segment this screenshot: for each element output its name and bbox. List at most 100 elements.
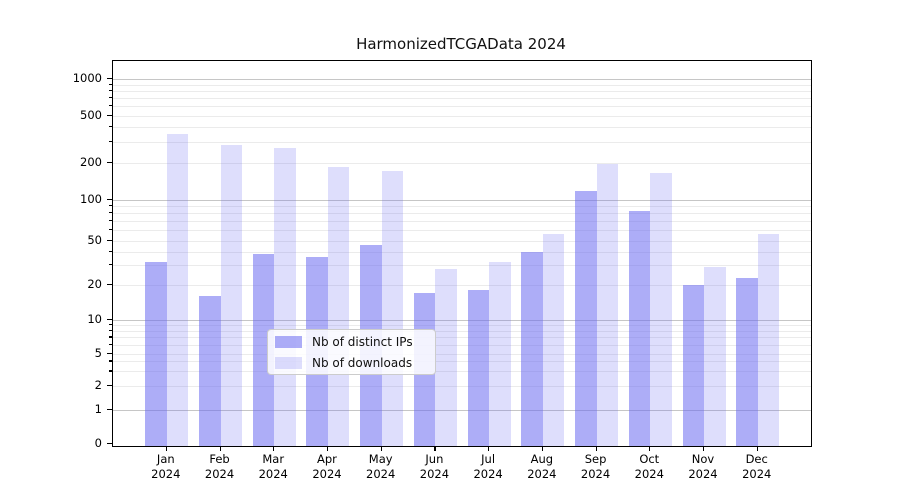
y-tick-mark — [107, 283, 112, 285]
gridline-minor — [113, 371, 811, 373]
y-minor-tick-mark — [109, 89, 112, 92]
y-minor-tick-mark — [109, 204, 112, 206]
bar-distinct-ips — [736, 277, 758, 446]
y-tick-label: 0 — [94, 436, 102, 450]
gridline-minor — [113, 205, 811, 207]
y-minor-tick-mark — [109, 336, 112, 338]
y-tick-mark — [107, 240, 112, 242]
bar-downloads — [596, 163, 619, 446]
bar-downloads — [327, 166, 350, 446]
bar-downloads — [757, 234, 780, 446]
bar-distinct-ips — [521, 251, 543, 446]
bar-distinct-ips — [575, 191, 597, 446]
x-tick-label: May 2024 — [366, 452, 396, 481]
y-minor-tick-mark — [109, 83, 112, 85]
bar-downloads — [435, 268, 457, 446]
bar-distinct-ips — [467, 289, 490, 446]
plot-area — [112, 60, 812, 447]
gridline-minor — [113, 385, 811, 387]
gridline-minor — [113, 84, 811, 86]
gridline-minor — [113, 115, 811, 117]
bar-downloads — [274, 148, 296, 446]
x-tick-label: Apr 2024 — [312, 452, 342, 481]
x-tick-label: Aug 2024 — [527, 452, 557, 481]
y-tick-label: 500 — [80, 107, 102, 122]
gridline-minor — [113, 141, 811, 143]
y-tick-mark — [107, 352, 112, 354]
x-tick-label: Feb 2024 — [204, 452, 235, 481]
y-tick-mark — [107, 78, 112, 80]
y-tick-mark — [107, 198, 112, 200]
x-tick-label: Jan 2024 — [151, 452, 181, 481]
x-tick-mark — [219, 446, 221, 452]
y-minor-tick-mark — [109, 125, 112, 128]
gridline-minor — [113, 105, 811, 107]
x-tick-mark — [380, 446, 382, 452]
bar-distinct-ips — [628, 211, 651, 446]
gridline-decade — [113, 79, 811, 81]
gridline-minor — [113, 330, 811, 332]
x-tick-mark — [703, 446, 705, 452]
bar-downloads — [542, 234, 565, 446]
y-tick-label: 5 — [94, 345, 102, 360]
y-minor-tick-mark — [109, 329, 112, 332]
bar-downloads — [489, 262, 511, 446]
x-tick-mark — [434, 446, 436, 452]
x-tick-label: Jul 2024 — [473, 452, 503, 481]
y-tick-label: 50 — [87, 233, 102, 247]
gridline-minor — [113, 212, 811, 214]
y-tick-mark — [107, 114, 112, 116]
y-tick-mark — [107, 408, 112, 410]
y-minor-tick-mark — [109, 324, 112, 326]
x-tick-label: Jun 2024 — [419, 452, 450, 481]
x-tick-mark — [326, 446, 329, 452]
y-minor-tick-mark — [109, 219, 112, 222]
gridline-minor — [113, 241, 811, 242]
y-tick-label: 1000 — [72, 71, 102, 86]
legend-label-distinct-ips: Nb of distinct IPs — [312, 334, 413, 349]
x-tick-label: Oct 2024 — [634, 452, 664, 481]
legend-swatch-distinct-ips — [275, 335, 302, 348]
bar-downloads — [166, 133, 189, 446]
legend-row-distinct-ips: Nb of distinct IPs — [268, 333, 435, 350]
bar-distinct-ips — [199, 295, 221, 446]
gridline-minor — [113, 337, 811, 339]
y-minor-tick-mark — [109, 211, 112, 214]
y-minor-tick-mark — [109, 104, 112, 107]
gridline-minor — [113, 97, 811, 99]
gridline-minor — [113, 353, 811, 355]
y-minor-tick-mark — [109, 370, 112, 372]
gridline-decade — [113, 320, 811, 321]
y-tick-mark — [107, 319, 112, 321]
x-tick-label: Mar 2024 — [258, 452, 288, 481]
bar-downloads — [381, 171, 404, 446]
gridline-minor — [113, 361, 811, 363]
y-tick-mark — [107, 443, 112, 445]
gridline-minor — [113, 220, 811, 222]
bar-downloads — [704, 266, 726, 446]
gridline-minor — [113, 325, 811, 327]
gridline-minor — [113, 126, 811, 128]
x-tick-label: Dec 2024 — [742, 452, 772, 481]
y-tick-label: 2 — [94, 377, 102, 392]
bar-downloads — [650, 172, 672, 446]
gridline-minor — [113, 251, 811, 253]
bar-downloads — [220, 145, 243, 446]
y-minor-tick-mark — [109, 140, 112, 142]
y-minor-tick-mark — [109, 264, 112, 266]
x-tick-mark — [488, 446, 490, 452]
bar-distinct-ips — [252, 254, 275, 446]
y-tick-label: 20 — [87, 276, 102, 291]
gridline-minor — [113, 90, 811, 92]
gridline-decade — [113, 409, 811, 411]
gridline-minor — [113, 265, 811, 267]
y-tick-label: 200 — [80, 154, 102, 169]
bar-distinct-ips — [682, 284, 704, 446]
gridline-minor — [113, 344, 811, 346]
y-tick-label: 10 — [87, 312, 102, 326]
x-tick-mark — [595, 446, 597, 452]
y-minor-tick-mark — [109, 250, 112, 252]
y-tick-label: 100 — [80, 191, 102, 206]
y-minor-tick-mark — [109, 343, 112, 346]
